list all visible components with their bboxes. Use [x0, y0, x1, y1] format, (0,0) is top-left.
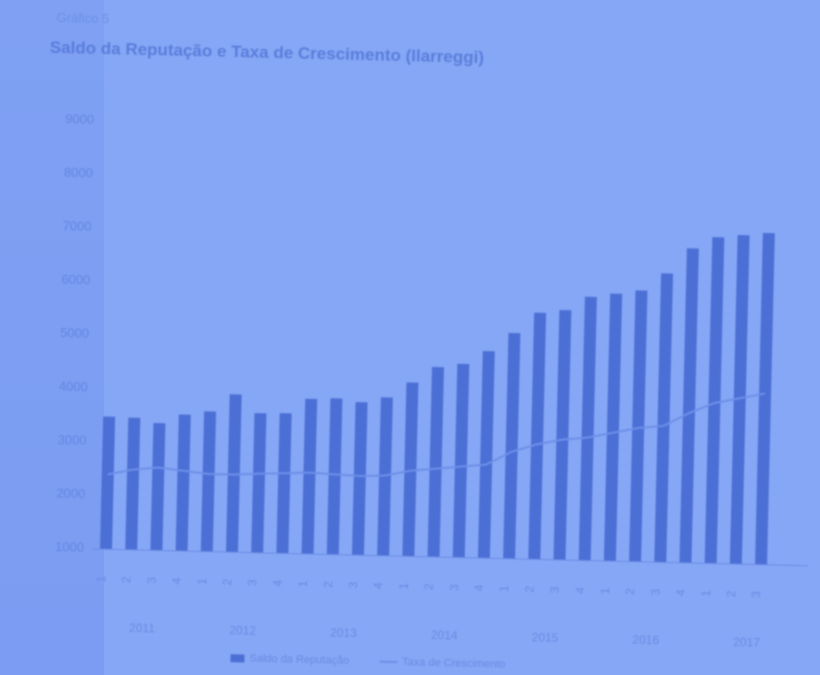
bar	[729, 234, 750, 565]
bar	[477, 351, 495, 559]
y-tick-label: 2000	[56, 486, 85, 502]
x-tick-label: 4	[674, 589, 688, 596]
x-tick-label: 2	[724, 590, 738, 597]
y-tick-label: 5000	[60, 325, 89, 341]
x-tick-label: 2	[220, 578, 234, 585]
y-tick-label: 4000	[59, 379, 88, 395]
x-group-label: 2012	[229, 623, 256, 638]
y-tick-label: 6000	[61, 272, 90, 288]
x-tick-label: 1	[497, 585, 511, 592]
x-tick-label: 1	[397, 582, 411, 589]
x-tick-label: 3	[245, 579, 259, 586]
x-group-label: 2017	[733, 635, 760, 650]
y-tick-label: 1000	[55, 539, 84, 555]
x-group-label: 2013	[330, 626, 357, 641]
x-tick-label: 4	[573, 587, 587, 594]
x-tick-label: 3	[749, 591, 763, 598]
bar	[427, 366, 444, 558]
x-tick-label: 3	[145, 576, 159, 583]
bar	[452, 363, 470, 558]
bar	[578, 296, 597, 561]
bar	[755, 232, 775, 565]
y-tick-label: 3000	[57, 432, 86, 448]
x-tick-label: 3	[548, 586, 562, 593]
plot-panel	[104, 0, 820, 675]
x-tick-label: 3	[447, 584, 461, 591]
bar	[528, 312, 547, 560]
x-tick-label: 4	[371, 582, 385, 589]
x-axis-line	[92, 548, 808, 567]
x-tick-label: 2	[321, 581, 335, 588]
x-group-label: 2016	[632, 633, 659, 648]
x-tick-label: 2	[119, 576, 133, 583]
x-tick-label: 2	[623, 588, 637, 595]
bar	[100, 416, 116, 550]
x-tick-label: 4	[271, 579, 285, 586]
bar	[251, 413, 267, 553]
y-tick-label: 7000	[63, 218, 92, 234]
bar	[301, 398, 318, 555]
bar	[629, 290, 648, 562]
bar	[679, 248, 699, 564]
bar	[377, 397, 393, 556]
bar	[175, 414, 191, 552]
bar	[402, 382, 419, 557]
growth-line	[107, 392, 766, 478]
bar	[553, 309, 572, 561]
bar	[704, 237, 725, 564]
bar	[276, 413, 292, 554]
x-tick-label: 1	[195, 578, 209, 585]
x-tick-label: 3	[648, 588, 662, 595]
y-tick-label: 9000	[65, 111, 94, 127]
x-tick-label: 3	[346, 581, 360, 588]
x-tick-label: 4	[472, 584, 486, 591]
bar	[225, 394, 242, 553]
x-tick-label: 2	[422, 583, 436, 590]
legend-line-label: Taxa de Crescimento	[401, 656, 506, 671]
x-group-label: 2014	[431, 628, 458, 643]
bar	[326, 398, 343, 555]
legend-line-swatch	[379, 660, 398, 664]
x-tick-label: 2	[523, 585, 537, 592]
x-group-label: 2011	[129, 621, 155, 636]
y-tick-label: 8000	[64, 165, 93, 181]
x-tick-label: 1	[94, 575, 108, 582]
x-tick-label: 1	[699, 590, 713, 597]
bar	[654, 273, 674, 563]
legend-bar-swatch	[230, 654, 245, 663]
x-tick-label: 1	[598, 587, 612, 594]
bar	[603, 293, 623, 562]
bar	[200, 411, 217, 552]
legend-bar-label: Saldo da Reputação	[249, 652, 350, 667]
bar	[351, 402, 368, 556]
x-tick-label: 4	[170, 577, 184, 584]
x-tick-label: 1	[296, 580, 310, 587]
bar	[503, 332, 521, 559]
bar	[150, 422, 166, 551]
x-group-label: 2015	[532, 630, 559, 645]
bar	[125, 417, 141, 550]
